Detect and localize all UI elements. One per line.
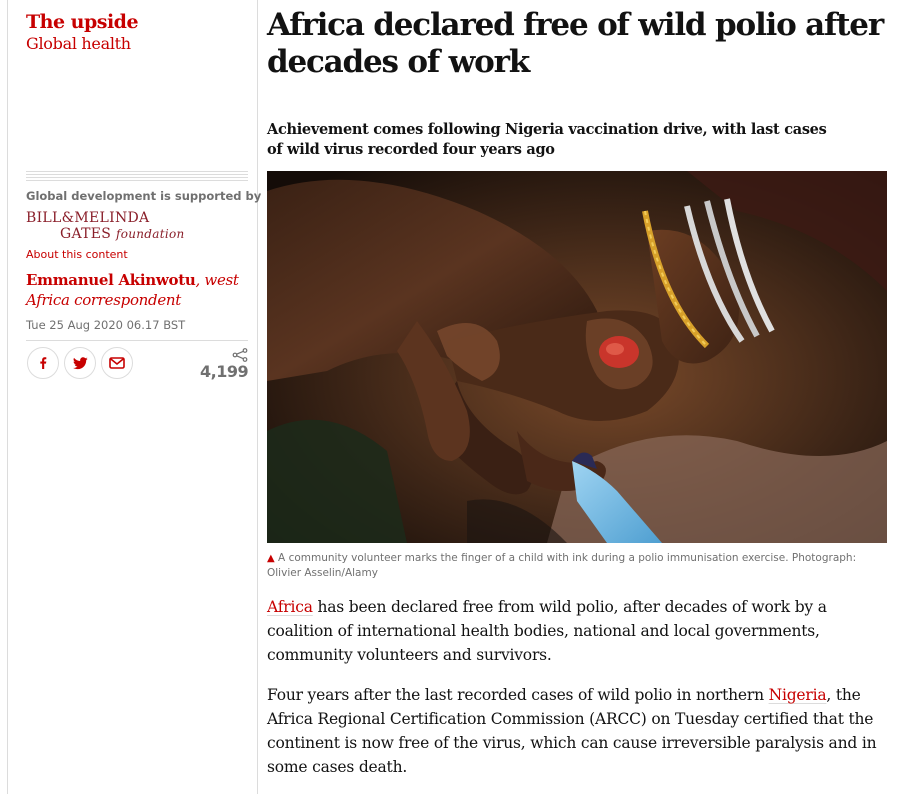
logo-line-2: GATES foundation: [60, 226, 185, 242]
sponsor-logo[interactable]: BILL&MELINDA GATES foundation: [26, 210, 186, 244]
share-count: 4,199: [200, 362, 249, 381]
left-border: [7, 0, 8, 794]
column-divider: [257, 0, 258, 794]
sponsor-label: Global development is supported by: [26, 189, 262, 203]
publish-date: Tue 25 Aug 2020 06.17 BST: [26, 318, 186, 332]
triangle-icon: ▲: [267, 553, 275, 564]
share-facebook-button[interactable]: [27, 347, 59, 379]
author-role: , west Africa correspondent: [26, 271, 239, 309]
facebook-icon: [40, 357, 47, 369]
logo-foundation: foundation: [115, 227, 185, 241]
image-caption: ▲ A community volunteer marks the finger…: [267, 551, 887, 581]
author-link[interactable]: Emmanuel Akinwotu: [26, 271, 196, 289]
article-paragraph-2: Four years after the last recorded cases…: [267, 683, 887, 779]
logo-line-1: BILL&MELINDA: [26, 210, 150, 226]
hero-image: [267, 171, 887, 543]
series-title-link[interactable]: The upside: [26, 11, 139, 33]
byline: Emmanuel Akinwotu, west Africa correspon…: [26, 270, 251, 310]
share-twitter-button[interactable]: [64, 347, 96, 379]
section-link[interactable]: Global health: [26, 34, 131, 53]
divider-rule: [26, 171, 248, 183]
nigeria-link[interactable]: Nigeria: [768, 686, 827, 704]
logo-gates: GATES: [60, 226, 112, 242]
meta-rule: [26, 340, 248, 341]
share-email-button[interactable]: [101, 347, 133, 379]
series-header: The upside Global health: [26, 10, 248, 54]
article-standfirst: Achievement comes following Nigeria vacc…: [267, 121, 827, 158]
about-content-link[interactable]: About this content: [26, 248, 128, 261]
caption-text: A community volunteer marks the finger o…: [267, 552, 857, 579]
paragraph-2-text-b: , the Africa Regional Certification Comm…: [267, 686, 877, 776]
article-headline: Africa declared free of wild polio after…: [267, 7, 884, 80]
paragraph-1-text: has been declared free from wild polio, …: [267, 598, 827, 664]
twitter-icon: [72, 356, 88, 369]
article-paragraph-1: Africa has been declared free from wild …: [267, 595, 887, 667]
paragraph-2-text-a: Four years after the last recorded cases…: [267, 686, 769, 704]
email-icon: [109, 357, 125, 369]
share-icon: [232, 348, 248, 362]
africa-link[interactable]: Africa: [267, 598, 313, 616]
